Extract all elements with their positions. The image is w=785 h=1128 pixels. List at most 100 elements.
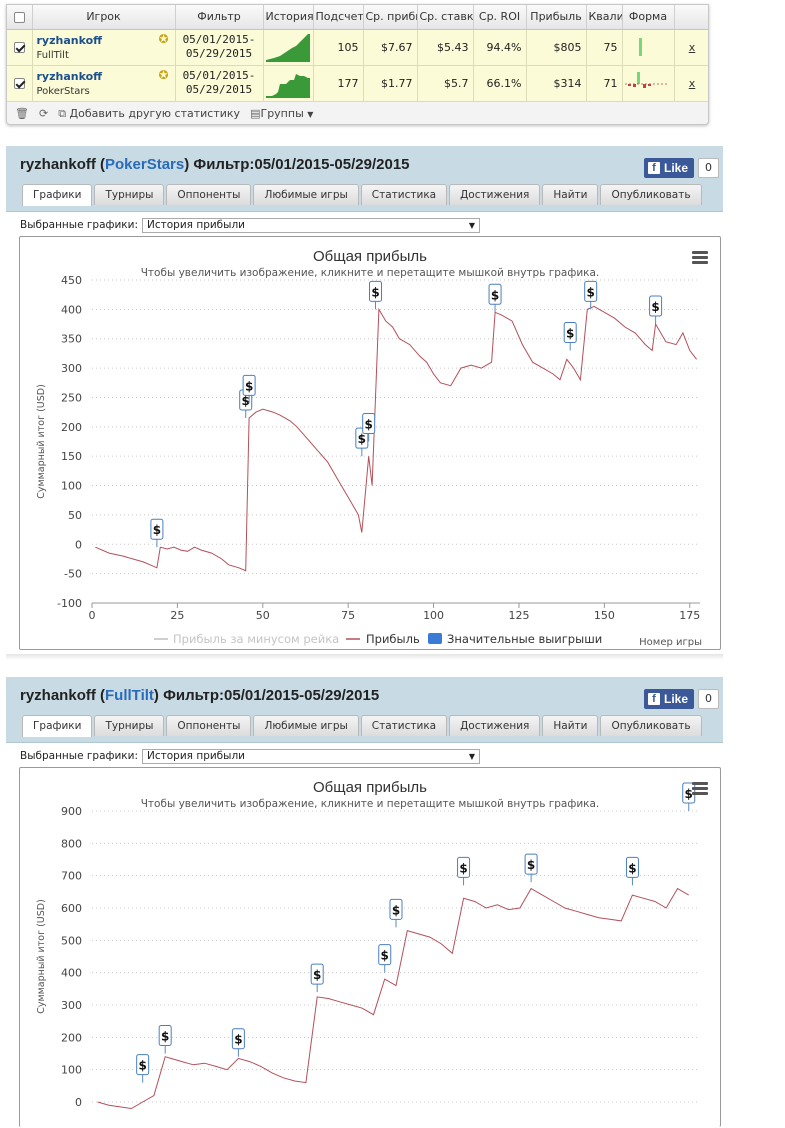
y-tick-label: 0 [75, 538, 82, 551]
chart-select-row: Выбранные графики: История прибыли ▼ [6, 214, 723, 236]
x-tick-label: 50 [256, 609, 270, 622]
site-link[interactable]: PokerStars [105, 156, 185, 173]
col-header-player[interactable]: Игрок [32, 5, 176, 30]
legend-item: Прибыль за минусом рейка [173, 632, 339, 646]
col-header-remove [674, 5, 708, 30]
filter-dates: 05/01/2015- 05/29/2015 [182, 33, 256, 60]
col-header-filter[interactable]: Фильтр [175, 5, 264, 30]
chart-menu-icon[interactable] [692, 782, 708, 797]
count-cell: 177 [313, 65, 364, 102]
flag-box [389, 898, 403, 920]
table-toolbar: 🗑 ⟳ ⧉ Добавить другую статистику ▤Группы… [7, 102, 708, 125]
refresh-icon[interactable]: ⟳ [38, 107, 49, 120]
row-checkbox[interactable] [7, 29, 33, 66]
chart-select-row: Выбранные графики: История прибыли ▼ [6, 745, 723, 767]
dollar-icon: $ [242, 394, 250, 408]
row-checkbox[interactable] [7, 65, 33, 102]
section-divider [6, 654, 723, 660]
col-header-avg-profit[interactable]: Ср. прибы [363, 5, 418, 30]
y-tick-label: 200 [61, 1031, 82, 1044]
trash-icon[interactable]: 🗑 [15, 107, 29, 120]
tab-charts[interactable]: Графики [22, 715, 93, 737]
chart-select-label: Выбранные графики: [20, 750, 139, 762]
dollar-icon: $ [392, 903, 400, 917]
form-sparkline [622, 29, 675, 66]
chart-svg: Общая прибыль Чтобы увеличить изображение… [36, 248, 702, 648]
profit-chart[interactable]: Общая прибыль Чтобы увеличить изображение… [19, 767, 721, 1127]
tab-achievements[interactable]: Достижения [449, 184, 541, 205]
chart-select[interactable]: История прибыли ▼ [142, 748, 481, 764]
tab-statistics[interactable]: Статистика [360, 715, 448, 736]
tab-charts[interactable]: Графики [22, 184, 93, 206]
tab-find[interactable]: Найти [542, 184, 599, 205]
big-win-flag: $ [136, 1054, 150, 1083]
chart-menu-icon[interactable] [692, 251, 708, 266]
groups-dropdown[interactable]: ▤Группы ▼ [250, 107, 314, 120]
stats-panel: Игрок Фильтр История Подсчет Ср. прибы С… [6, 4, 709, 125]
legend-item: Прибыль [366, 632, 420, 646]
add-stats-button[interactable]: ⧉ Добавить другую статистику [58, 106, 241, 120]
history-sparkline [263, 29, 314, 66]
tab-favorite-games[interactable]: Любимые игры [253, 715, 359, 736]
col-header-form[interactable]: Форма [622, 5, 675, 30]
tab-find[interactable]: Найти [542, 715, 599, 736]
chart-subtitle: Чтобы увеличить изображение, кликните и … [141, 798, 600, 810]
legend-item: Значительные выигрыши [447, 632, 602, 646]
dollar-icon: $ [234, 1033, 242, 1047]
dollar-icon: $ [245, 379, 253, 393]
x-tick-label: 100 [423, 609, 444, 622]
dollar-icon: $ [685, 787, 693, 801]
y-tick-label: 450 [61, 274, 82, 287]
big-win-flag: $ [378, 944, 392, 973]
col-header-qual[interactable]: Квалиф [586, 5, 623, 30]
stats-table: Игрок Фильтр История Подсчет Ср. прибы С… [7, 5, 708, 102]
tab-opponents[interactable]: Оппоненты [166, 184, 252, 205]
filter-cell: 05/01/2015- 05/29/2015 [175, 29, 264, 66]
section-header: ryzhankoff (PokerStars) Фильтр:05/01/201… [6, 146, 723, 212]
big-win-flag: $ [563, 321, 577, 351]
medal-icon: ✪ [158, 31, 169, 46]
col-header-history[interactable]: История [263, 5, 314, 30]
y-tick-label: 300 [61, 362, 82, 375]
col-header-roi[interactable]: Ср. ROI [473, 5, 527, 30]
big-win-flag: $ [524, 853, 538, 883]
dollar-icon: $ [651, 300, 659, 314]
flag-box [649, 295, 663, 317]
tab-statistics[interactable]: Статистика [360, 184, 448, 205]
profit-chart[interactable]: Общая прибыль Чтобы увеличить изображение… [19, 236, 721, 650]
tab-favorite-games[interactable]: Любимые игры [253, 184, 359, 205]
fb-like-button[interactable]: f Like [643, 158, 694, 178]
x-tick-label: 150 [594, 609, 615, 622]
tab-achievements[interactable]: Достижения [449, 715, 541, 736]
tab-publish[interactable]: Опубликовать [600, 184, 702, 205]
col-header-avg-stake[interactable]: Ср. ставк [417, 5, 474, 30]
tab-tournaments[interactable]: Турниры [94, 184, 165, 205]
qual-cell: 71 [586, 65, 623, 102]
chart-subtitle: Чтобы увеличить изображение, кликните и … [141, 267, 600, 279]
section-header: ryzhankoff (FullTilt) Фильтр:05/01/2015-… [6, 677, 723, 743]
remove-row-button[interactable]: x [674, 29, 708, 66]
flag-box [625, 856, 639, 878]
avg-stake-cell: $5.43 [417, 29, 474, 66]
facebook-like: f Like 0 [643, 158, 719, 178]
select-all-checkbox[interactable] [7, 5, 33, 30]
flag-box [158, 1025, 172, 1046]
col-header-count[interactable]: Подсчет [313, 5, 364, 30]
player-link[interactable]: ryzhankoff [36, 33, 103, 47]
flag-box [362, 413, 376, 434]
fb-like-button[interactable]: f Like [643, 689, 694, 709]
y-tick-label: 0 [75, 1096, 82, 1109]
remove-row-button[interactable]: x [674, 65, 708, 102]
col-header-profit[interactable]: Прибыль [526, 5, 587, 30]
filter-dates: 05/01/2015- 05/29/2015 [182, 69, 256, 96]
site-link[interactable]: FullTilt [105, 687, 154, 704]
tab-tournaments[interactable]: Турниры [94, 715, 165, 736]
player-link[interactable]: ryzhankoff [36, 69, 103, 83]
tab-publish[interactable]: Опубликовать [600, 715, 702, 736]
facebook-icon: f [647, 693, 660, 705]
chart-select[interactable]: История прибыли ▼ [142, 217, 481, 233]
big-win-flag: $ [457, 856, 471, 886]
legend-swatch [428, 633, 442, 644]
table-row: ryzhankoff FullTilt ✪ 05/01/2015- 05/29/… [7, 29, 708, 66]
tab-opponents[interactable]: Оппоненты [166, 715, 252, 736]
